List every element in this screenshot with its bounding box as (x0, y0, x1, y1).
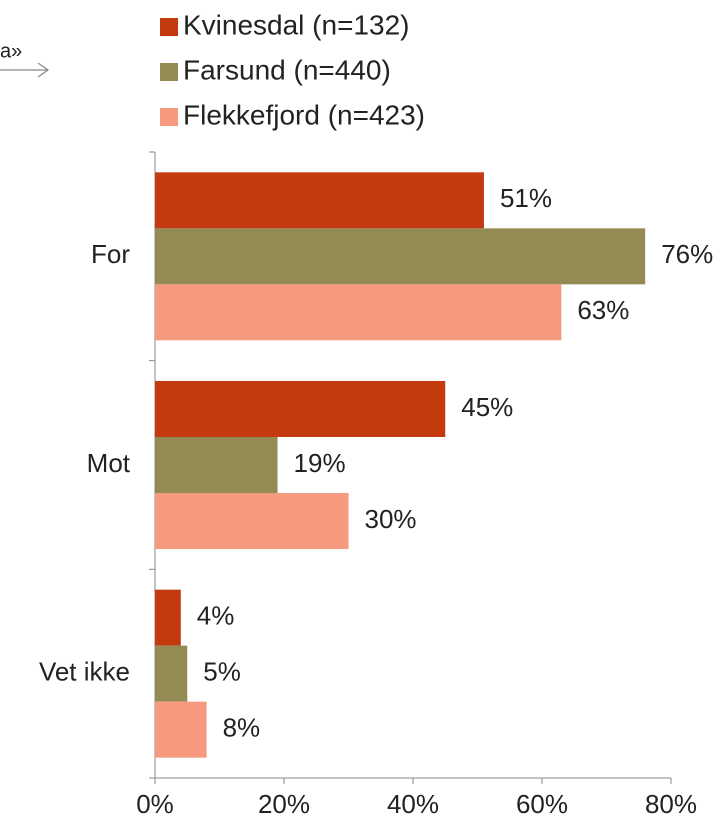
x-tick-label: 0% (136, 789, 174, 819)
value-label: 76% (661, 239, 713, 269)
y-tick-label: Vet ikke (39, 657, 130, 687)
legend-label: Kvinesdal (n=132) (183, 9, 409, 40)
bar (155, 701, 207, 758)
bar (155, 645, 188, 702)
value-label: 30% (365, 504, 417, 534)
x-tick-label: 40% (387, 789, 439, 819)
annotation: a» (0, 40, 22, 62)
bar (155, 437, 278, 493)
legend-label: Farsund (n=440) (183, 54, 391, 85)
y-tick-label: Mot (87, 448, 131, 478)
legend-swatch (160, 108, 178, 126)
legend-label: Flekkefjord (n=423) (183, 99, 425, 130)
legend-swatch (160, 63, 178, 81)
value-label: 5% (203, 657, 241, 687)
arrow (0, 62, 50, 78)
value-label: 19% (294, 448, 346, 478)
x-tick-label: 20% (258, 789, 310, 819)
legend-swatch (160, 18, 178, 36)
x-tick-label: 80% (645, 789, 697, 819)
bar (155, 172, 484, 229)
bar (155, 284, 562, 341)
bar (155, 589, 181, 646)
value-label: 8% (223, 713, 261, 743)
value-label: 63% (577, 295, 629, 325)
x-tick-label: 60% (516, 789, 568, 819)
y-tick-label: For (91, 239, 130, 269)
value-label: 4% (197, 601, 235, 631)
bar (155, 493, 349, 549)
bar (155, 228, 646, 285)
value-label: 45% (461, 392, 513, 422)
value-label: 51% (500, 183, 552, 213)
bar (155, 381, 446, 437)
